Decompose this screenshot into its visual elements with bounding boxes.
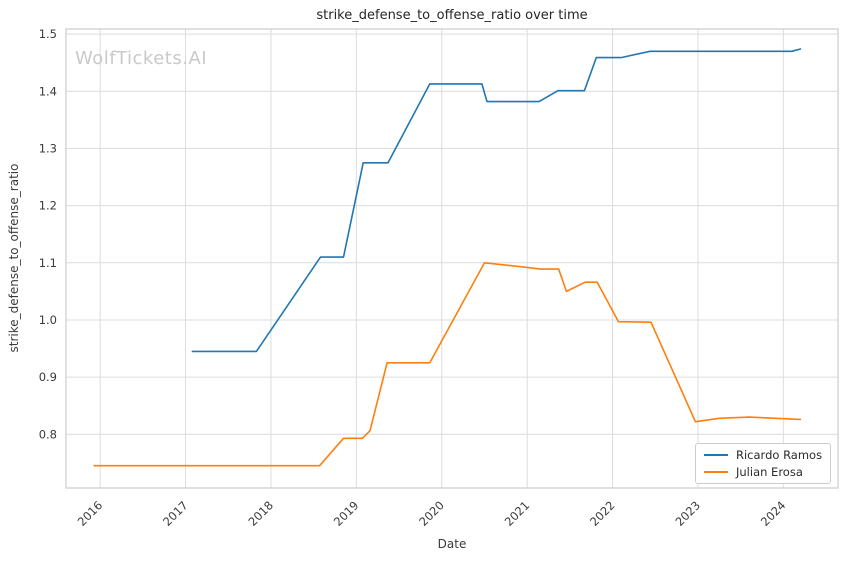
y-tick-label: 0.9 bbox=[39, 370, 57, 384]
y-axis-label: strike_defense_to_offense_ratio bbox=[7, 163, 21, 353]
y-tick-label: 1.0 bbox=[39, 313, 57, 327]
y-tick-label: 1.3 bbox=[39, 141, 57, 155]
watermark-text: WolfTickets.AI bbox=[75, 48, 208, 69]
y-tick-label: 1.2 bbox=[39, 199, 57, 213]
x-tick-label: 2020 bbox=[416, 498, 447, 529]
y-tick-label: 1.1 bbox=[39, 256, 57, 270]
y-tick-label: 1.4 bbox=[39, 84, 57, 98]
legend-line-swatch-ricardo bbox=[704, 454, 728, 456]
x-axis-label: Date bbox=[437, 537, 467, 551]
x-tick-label: 2023 bbox=[672, 498, 703, 529]
y-tick-label: 1.5 bbox=[39, 27, 57, 41]
legend-item-ricardo-ramos: Ricardo Ramos bbox=[704, 448, 822, 462]
legend-label-ricardo: Ricardo Ramos bbox=[736, 448, 823, 462]
x-tick-label: 2019 bbox=[331, 498, 362, 529]
chart-title: strike_defense_to_offense_ratio over tim… bbox=[316, 8, 588, 23]
legend-item-julian-erosa: Julian Erosa bbox=[704, 465, 822, 479]
series-line-ricardo-ramos bbox=[191, 48, 802, 353]
x-tick-label: 2022 bbox=[587, 498, 618, 529]
legend-line-swatch-julian bbox=[704, 471, 728, 473]
series-line-julian-erosa bbox=[93, 261, 802, 467]
x-tick-label: 2017 bbox=[160, 498, 191, 529]
x-tick-label: 2016 bbox=[75, 498, 106, 529]
x-tick-label: 2018 bbox=[245, 498, 276, 529]
plot-border bbox=[65, 28, 839, 489]
y-tick-label: 0.8 bbox=[39, 427, 57, 441]
x-tick-label: 2024 bbox=[758, 498, 789, 529]
legend-label-julian: Julian Erosa bbox=[736, 465, 803, 479]
x-tick-label: 2021 bbox=[502, 498, 533, 529]
legend: Ricardo Ramos Julian Erosa bbox=[695, 443, 831, 484]
